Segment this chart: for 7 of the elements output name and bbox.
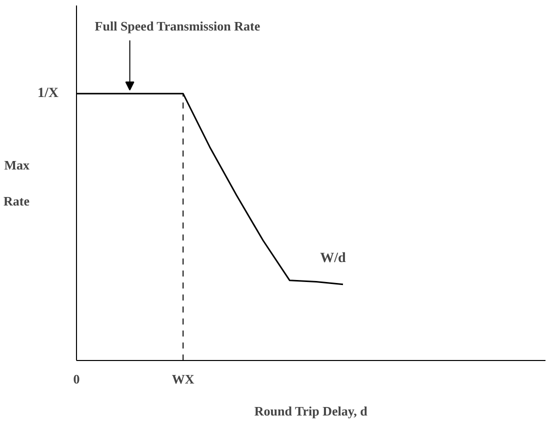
x-axis-title: Round Trip Delay, d (254, 404, 368, 418)
text: Full Speed Transmission Rate (94, 18, 260, 34)
text: Max Rate (4, 158, 30, 208)
annotation: W/d (320, 250, 346, 266)
text: 1/X (38, 86, 58, 102)
x-tick-label: WX (172, 372, 195, 386)
x-tick-label: 0 (73, 372, 80, 386)
